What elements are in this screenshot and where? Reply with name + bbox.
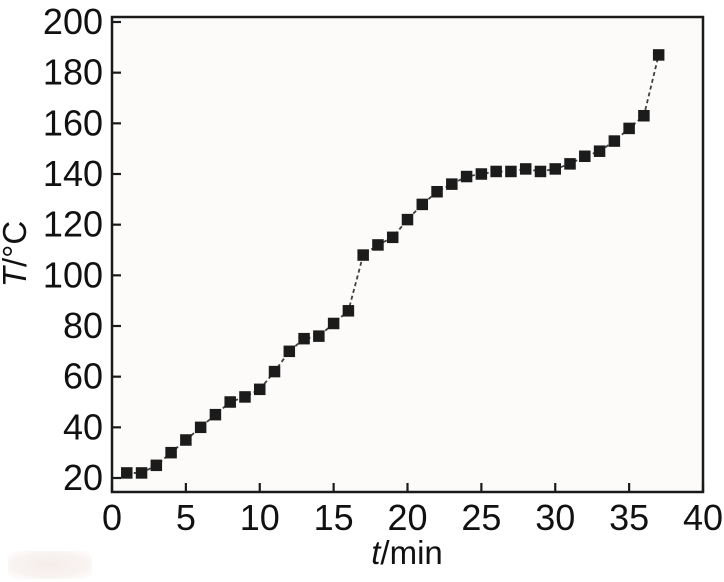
x-tick-label: 30 [535, 497, 575, 538]
data-point-marker [357, 249, 369, 261]
data-point-marker [135, 467, 148, 479]
data-point-marker [254, 383, 266, 396]
data-point-marker [150, 459, 163, 472]
x-tick-label: 20 [387, 497, 427, 538]
data-point-marker [121, 467, 133, 479]
data-point-marker [224, 396, 236, 408]
y-axis-title: T/°C [0, 221, 33, 287]
data-point-marker [327, 317, 340, 330]
data-point-marker [623, 122, 635, 135]
data-point-marker [165, 446, 177, 459]
data-point-marker [194, 421, 207, 434]
y-tick-label: 120 [43, 204, 103, 245]
x-tick-label: 25 [461, 497, 501, 538]
data-point-marker [475, 168, 488, 180]
data-point-marker [180, 434, 192, 446]
data-point-marker [490, 165, 502, 178]
data-point-marker [431, 185, 443, 198]
y-tick-label: 200 [43, 1, 103, 42]
data-point-marker [416, 198, 429, 211]
data-point-marker [652, 49, 665, 61]
data-point-marker [608, 135, 621, 147]
data-point-marker [386, 231, 399, 244]
y-tick-label: 160 [43, 102, 103, 143]
data-point-marker [446, 178, 458, 190]
y-tick-label: 140 [43, 153, 103, 194]
data-point-marker [283, 345, 296, 358]
data-point-marker [372, 239, 384, 251]
y-tick-label: 180 [43, 52, 103, 93]
data-point-marker [638, 109, 650, 122]
data-point-marker [342, 305, 355, 317]
data-point-marker [593, 145, 606, 157]
y-axis-variable: T [0, 264, 33, 287]
data-point-marker [401, 213, 414, 226]
y-tick-label: 20 [63, 457, 103, 498]
watermark-smudge [8, 551, 92, 579]
data-point-marker [505, 165, 517, 178]
y-axis-unit: /°C [0, 221, 33, 267]
y-tick-label: 100 [43, 254, 103, 295]
x-axis-unit: /min [380, 534, 442, 571]
data-point-marker [268, 365, 281, 378]
data-point-marker [239, 391, 251, 403]
data-point-marker [549, 163, 561, 175]
data-point-marker [313, 330, 325, 342]
data-point-marker [519, 163, 532, 175]
x-tick-label: 10 [240, 497, 280, 538]
plot-frame [110, 15, 705, 494]
x-axis-variable: t [371, 534, 382, 571]
data-point-marker [460, 170, 473, 183]
x-tick-label: 15 [314, 497, 354, 538]
data-point-marker [564, 158, 576, 170]
data-point-marker [209, 408, 222, 421]
x-tick-label: 5 [176, 497, 196, 538]
y-tick-label: 60 [63, 356, 103, 397]
x-tick-label: 40 [683, 497, 723, 538]
x-tick-label: 35 [609, 497, 649, 538]
data-point-marker [298, 332, 310, 345]
data-point-marker [534, 165, 547, 178]
y-tick-label: 80 [63, 305, 103, 346]
data-point-marker [579, 150, 591, 163]
y-tick-label: 40 [63, 406, 103, 447]
x-axis-title: t/min [371, 534, 443, 571]
plot-area [112, 17, 703, 492]
x-tick-label: 0 [102, 497, 122, 538]
